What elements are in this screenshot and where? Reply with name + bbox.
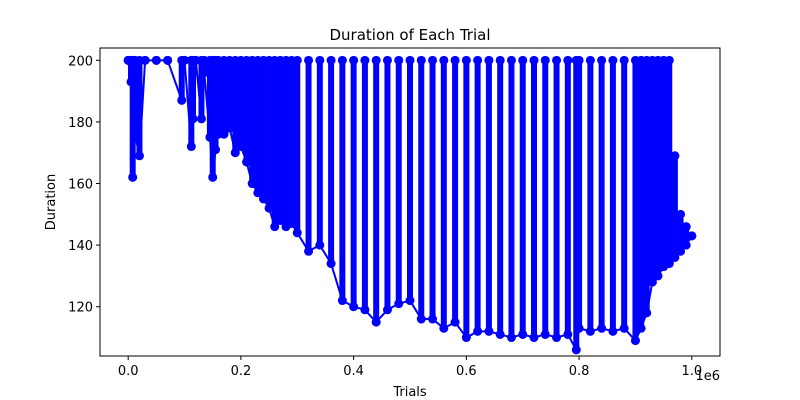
data-point-high xyxy=(619,55,629,65)
x-tick-label: 0.0 xyxy=(118,364,139,379)
data-point-high xyxy=(506,55,516,65)
data-point-high xyxy=(676,209,686,219)
data-point-high xyxy=(315,55,325,65)
x-tick-label: 0.4 xyxy=(343,364,364,379)
x-tick-label: 0.8 xyxy=(569,364,590,379)
data-point-high xyxy=(304,55,314,65)
y-tick-label: 140 xyxy=(68,239,93,254)
data-point-high xyxy=(428,55,438,65)
x-axis: 0.0 0.2 0.4 0.6 0.8 1.0 xyxy=(118,356,702,379)
y-tick-label: 180 xyxy=(68,116,93,131)
data-point-high xyxy=(484,55,494,65)
plot-layer xyxy=(123,55,697,355)
data-point-high xyxy=(394,55,404,65)
y-axis-title: Duration xyxy=(44,174,59,230)
y-tick-label: 160 xyxy=(68,178,93,193)
data-point-high xyxy=(360,55,370,65)
chart-title: Duration of Each Trial xyxy=(330,26,491,44)
series-low-envelope xyxy=(127,59,693,354)
data-point-high xyxy=(371,55,381,65)
y-axis: 120 140 160 180 200 xyxy=(68,54,100,316)
data-point-high xyxy=(552,55,562,65)
x-tick-label: 0.6 xyxy=(456,364,477,379)
y-tick-label: 120 xyxy=(68,301,93,316)
data-point-high xyxy=(540,55,550,65)
data-point-high xyxy=(382,55,392,65)
data-point-high xyxy=(681,222,691,232)
data-point-high xyxy=(529,55,539,65)
data-point-high xyxy=(563,55,573,65)
data-point-high xyxy=(608,55,618,65)
data-point-high xyxy=(326,55,336,65)
data-point-high xyxy=(495,55,505,65)
series-0 xyxy=(123,55,697,355)
data-point-high xyxy=(405,55,415,65)
data-point-high xyxy=(597,55,607,65)
data-point-high xyxy=(439,55,449,65)
data-point-high xyxy=(349,55,359,65)
data-point-high xyxy=(337,55,347,65)
data-point-high xyxy=(461,55,471,65)
data-point-high xyxy=(518,55,528,65)
data-point-high xyxy=(670,151,680,161)
y-tick-label: 200 xyxy=(68,54,93,69)
data-point-high xyxy=(574,55,584,65)
data-point-high xyxy=(292,55,302,65)
x-axis-title: Trials xyxy=(392,385,427,400)
x-tick-label: 1.0 xyxy=(681,364,702,379)
data-point-high xyxy=(473,55,483,65)
data-point-high xyxy=(585,55,595,65)
data-point-high xyxy=(664,55,674,65)
plot-frame xyxy=(99,47,721,357)
x-tick-label: 0.2 xyxy=(231,364,252,379)
x-axis-offset-label: 1e6 xyxy=(695,369,720,384)
data-point-high xyxy=(416,55,426,65)
data-point-high xyxy=(450,55,460,65)
